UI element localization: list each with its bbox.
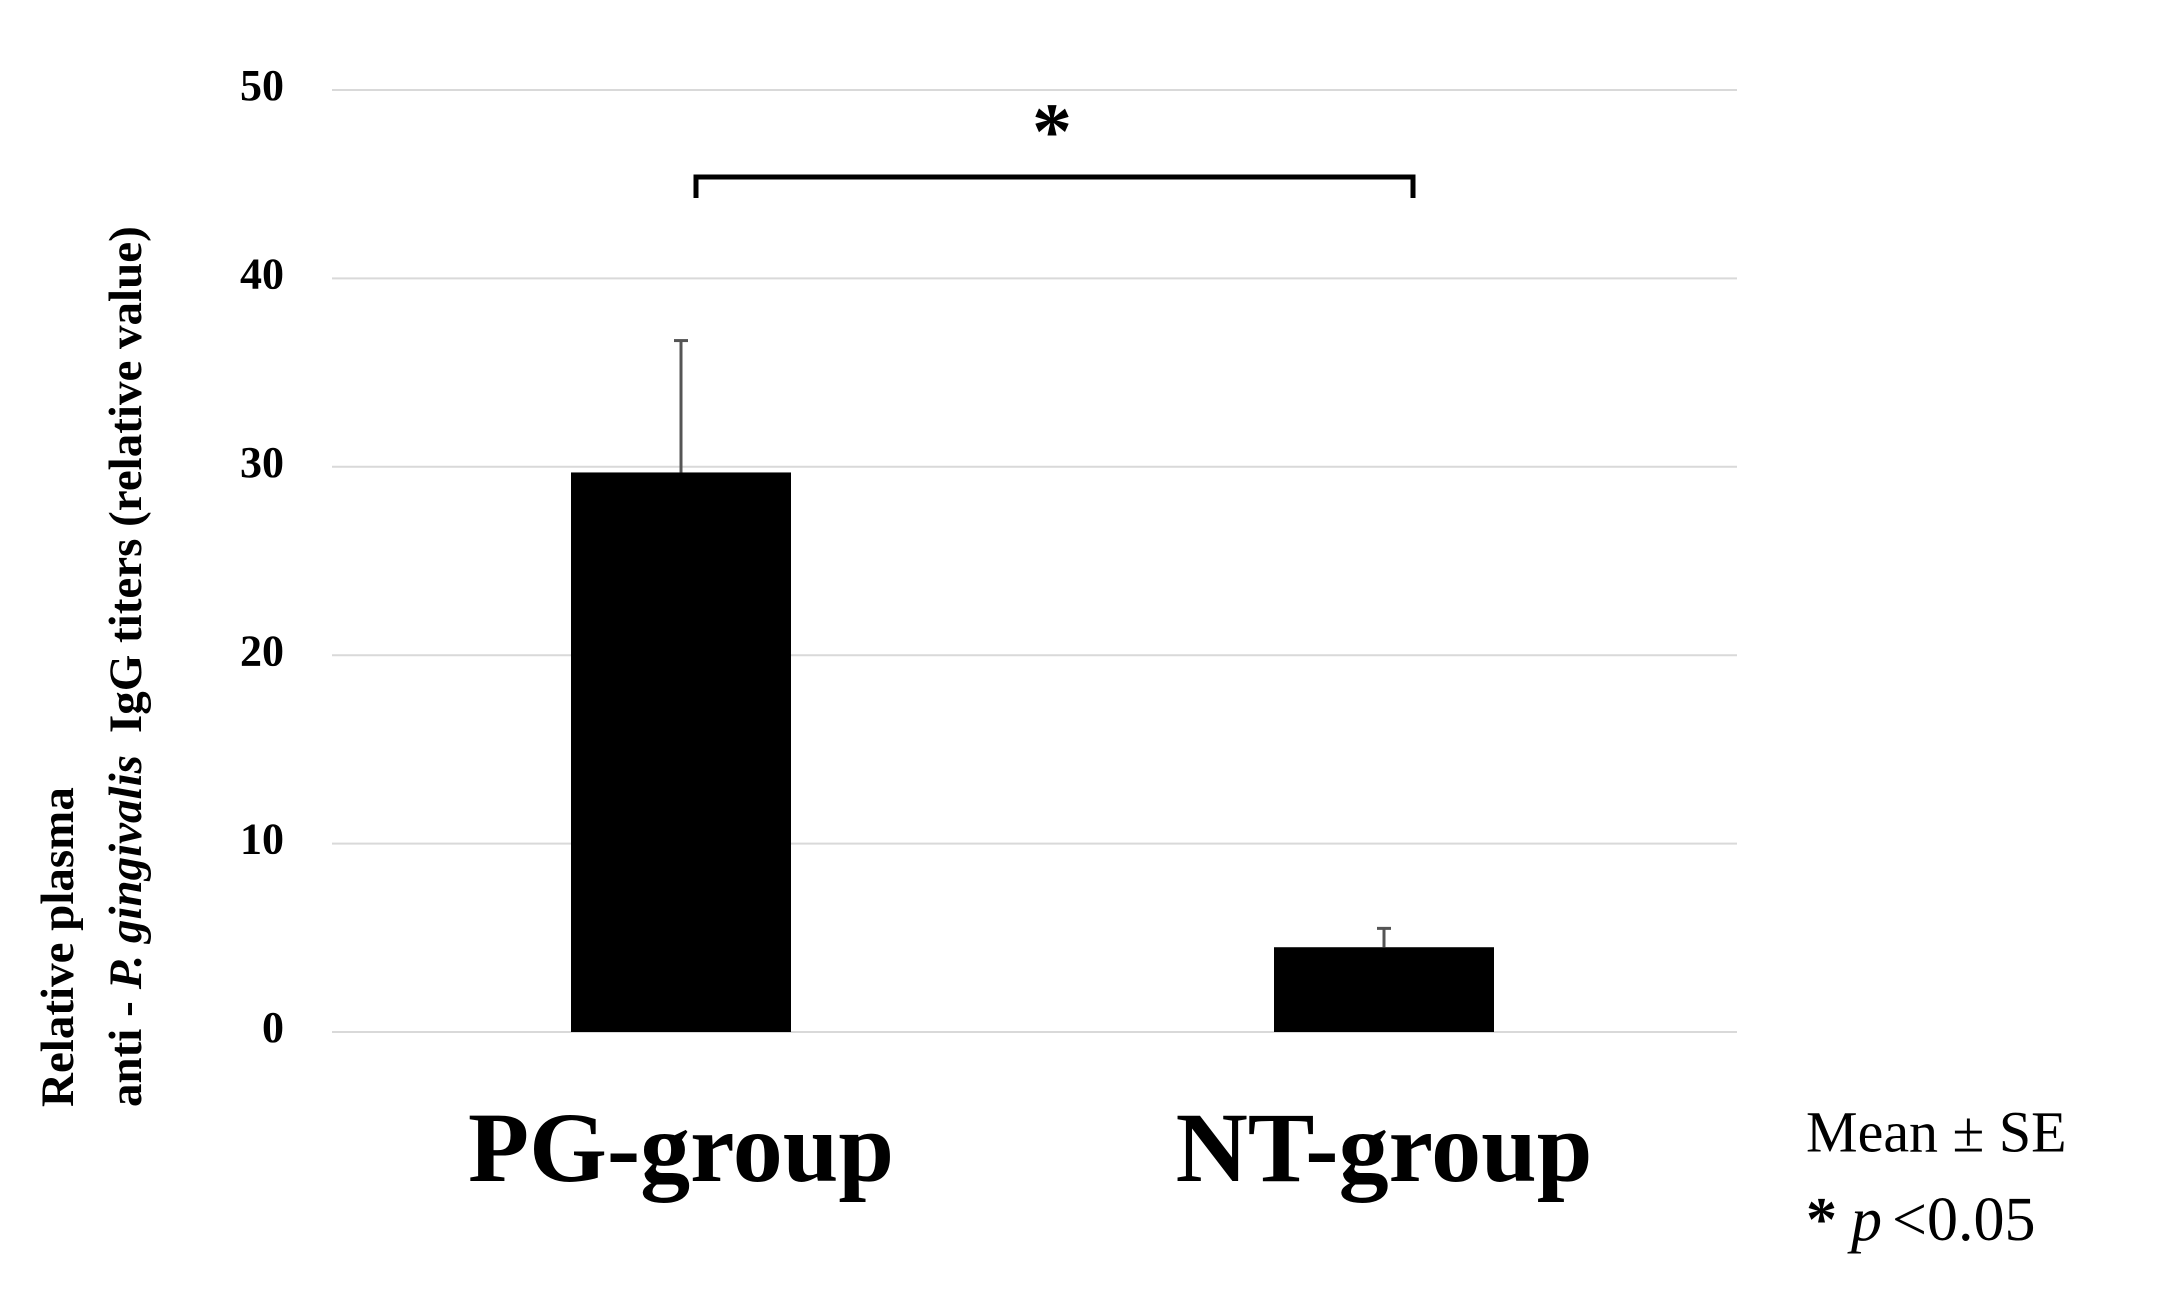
y-tick-label: 20: [240, 626, 284, 675]
bar: [571, 472, 791, 1032]
x-tick-label: PG-group: [468, 1092, 894, 1203]
note-p: p: [1847, 1186, 1882, 1254]
significance-star: *: [1032, 88, 1072, 176]
y-axis-label: Relative plasma: [32, 787, 84, 1107]
bar: [1274, 947, 1494, 1032]
y-tick-label: 10: [240, 815, 284, 864]
y-tick-label: 0: [262, 1003, 284, 1052]
note-threshold: <0.05: [1892, 1186, 2035, 1254]
x-tick-label: NT-group: [1176, 1092, 1593, 1203]
y-tick-label: 40: [240, 249, 284, 298]
y-axis-label-part: IgG titers (relative value): [100, 226, 152, 733]
note-mean-se: Mean ± SE: [1806, 1099, 2067, 1164]
y-axis-label-part: anti -: [100, 1001, 152, 1107]
significance-bracket: [693, 174, 1416, 198]
y-tick-label: 50: [240, 61, 284, 110]
y-axis-label-part: P. gingivalis: [100, 755, 152, 990]
y-tick-label: 30: [240, 438, 284, 487]
note-star: *: [1806, 1186, 1837, 1254]
y-axis-label: anti - P. gingivalis IgG titers (relative …: [100, 226, 152, 1107]
note-significance: * p <0.05: [1806, 1186, 2035, 1254]
